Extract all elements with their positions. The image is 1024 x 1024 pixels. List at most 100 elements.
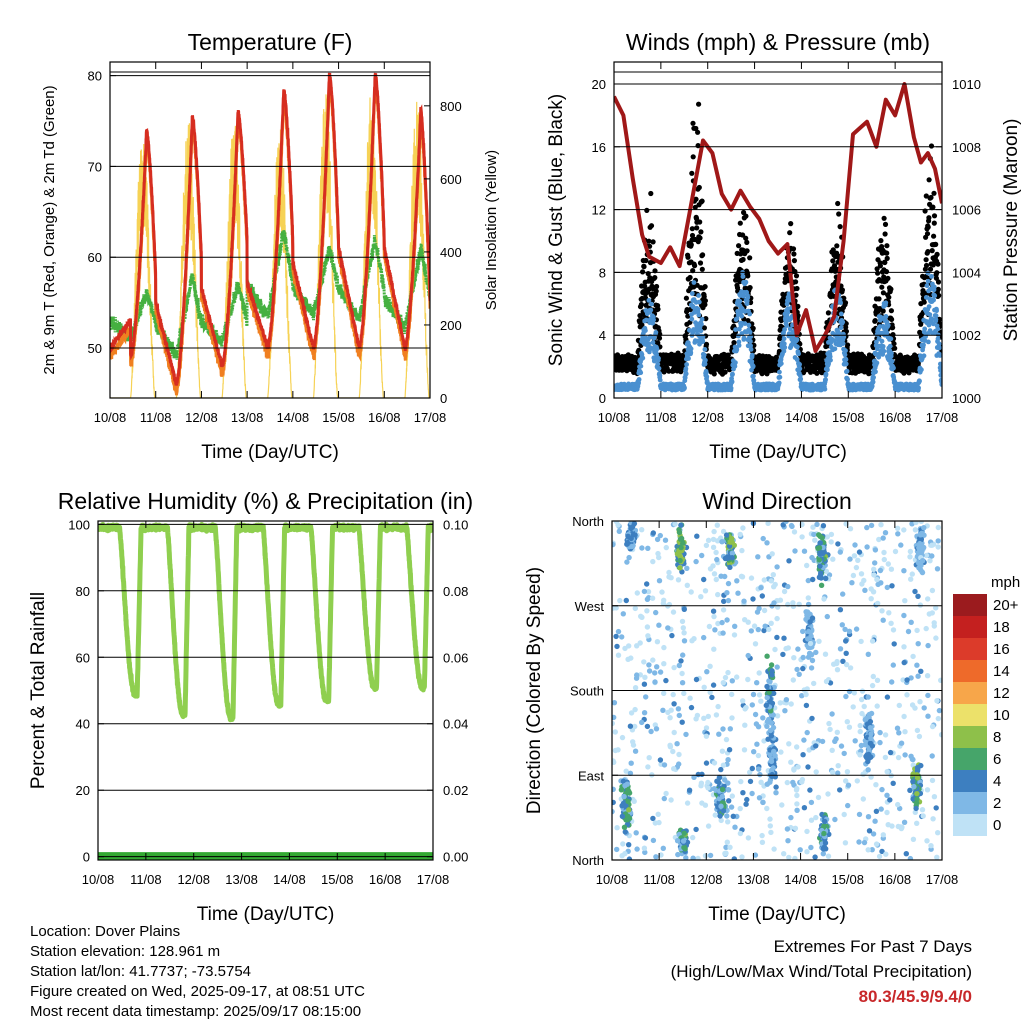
y-tick-label: 70 [88, 159, 102, 174]
wind-point [782, 345, 788, 350]
direction-point [774, 664, 780, 670]
direction-point [870, 673, 876, 680]
direction-point [808, 633, 814, 639]
direction-point [849, 580, 855, 586]
direction-point [857, 728, 863, 735]
direction-point [785, 645, 791, 651]
wind-point [691, 280, 697, 285]
direction-point [935, 715, 941, 722]
direction-point [878, 806, 884, 812]
direction-point [841, 750, 847, 757]
direction-point [670, 691, 676, 698]
wind-point [656, 356, 661, 361]
direction-point [680, 652, 686, 658]
direction-point [879, 848, 885, 855]
gust-point [738, 251, 744, 257]
direction-point [832, 816, 838, 823]
direction-point [760, 715, 766, 721]
y2-tick-label: 1004 [952, 265, 981, 280]
direction-point [894, 525, 901, 531]
direction-point [823, 678, 830, 685]
direction-point [648, 728, 654, 735]
direction-point [674, 551, 681, 557]
plot-frame [109, 61, 431, 399]
direction-point [795, 646, 801, 652]
direction-point [881, 549, 887, 556]
direction-point [715, 703, 721, 710]
direction-point [628, 655, 634, 661]
direction-point [880, 832, 886, 838]
direction-point [615, 628, 622, 635]
direction-point [809, 554, 815, 561]
direction-point [805, 577, 811, 584]
direction-point [629, 543, 635, 550]
direction-point [822, 818, 828, 825]
y-tick-label: West [575, 599, 605, 614]
direction-point [806, 650, 813, 657]
direction-point [679, 569, 685, 575]
direction-point [919, 558, 926, 564]
direction-point [715, 620, 721, 627]
direction-point [842, 840, 849, 846]
direction-point [754, 741, 760, 747]
direction-point [853, 564, 860, 571]
x-tick-label: 16/08 [879, 872, 912, 887]
direction-point [910, 653, 916, 660]
gust-point [879, 284, 885, 290]
direction-point [756, 670, 762, 676]
wind-point [845, 377, 850, 382]
gust-point [891, 341, 897, 347]
direction-point [716, 774, 723, 781]
direction-point [804, 828, 810, 835]
direction-point [898, 542, 904, 548]
direction-point [676, 662, 682, 669]
direction-point [646, 662, 652, 668]
legend-label: 8 [993, 729, 1001, 746]
direction-point [684, 800, 691, 806]
direction-point [898, 740, 905, 746]
gust-point [666, 368, 672, 374]
y-tick-label: 12 [592, 203, 606, 218]
direction-point [880, 617, 886, 623]
gust-point [915, 360, 921, 366]
direction-point [799, 776, 806, 783]
wind-point [699, 316, 705, 322]
figure-created: Figure created on Wed, 2025-09-17, at 08… [30, 983, 365, 1000]
direction-point [761, 738, 767, 744]
direction-point [882, 754, 889, 761]
y2-tick-label: 0 [440, 391, 447, 406]
direction-point [639, 545, 645, 551]
direction-point [738, 573, 745, 579]
direction-point [816, 638, 822, 644]
direction-point [661, 762, 668, 768]
wind-point [688, 350, 694, 356]
gust-point [877, 263, 884, 269]
direction-point [864, 544, 870, 550]
direction-point [739, 547, 745, 554]
direction-point [725, 787, 731, 793]
gust-point [700, 252, 706, 258]
direction-point [929, 553, 935, 559]
direction-point [800, 654, 806, 661]
direction-point [924, 787, 931, 793]
direction-point [871, 572, 877, 578]
gust-point [702, 284, 708, 290]
direction-point [774, 564, 780, 570]
direction-point [663, 790, 669, 797]
direction-point [789, 523, 795, 530]
direction-point [619, 734, 626, 741]
direction-point [933, 605, 939, 611]
wind-point [781, 348, 787, 354]
direction-point [908, 619, 914, 625]
legend-label: 10 [993, 707, 1010, 724]
gust-point [701, 325, 708, 331]
direction-point [923, 552, 930, 559]
direction-point [858, 638, 864, 645]
direction-point [844, 719, 850, 725]
direction-point [921, 705, 927, 711]
y2-tick-label: 1008 [952, 140, 981, 155]
direction-point [890, 780, 896, 786]
direction-point [652, 670, 658, 676]
direction-point [718, 766, 724, 773]
extremes-subtitle: (High/Low/Max Wind/Total Precipitation) [670, 962, 972, 981]
